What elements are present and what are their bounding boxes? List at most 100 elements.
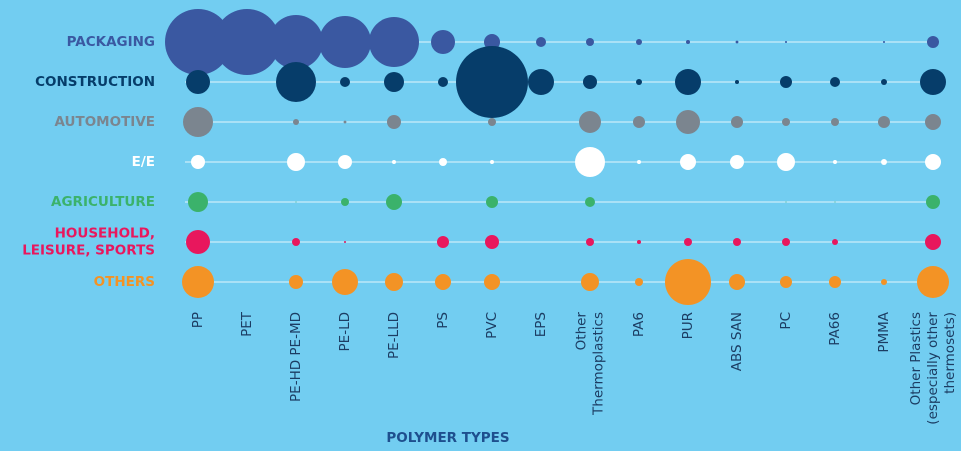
bubble bbox=[293, 119, 299, 125]
bubble bbox=[488, 118, 496, 126]
bubble bbox=[782, 118, 790, 126]
bubble bbox=[188, 192, 208, 212]
x-tick-label: thermosets) bbox=[942, 312, 958, 394]
bubble bbox=[676, 110, 700, 134]
bubble bbox=[729, 274, 745, 290]
bubble bbox=[830, 77, 840, 87]
bubble bbox=[439, 158, 447, 166]
x-tick-label: PMMA bbox=[876, 311, 892, 352]
bubble bbox=[287, 153, 305, 171]
bubble bbox=[369, 17, 419, 67]
bubble bbox=[925, 154, 941, 170]
bubble bbox=[878, 116, 890, 128]
x-tick-label: ABS SAN bbox=[729, 312, 745, 371]
x-tick-label: PUR bbox=[680, 312, 696, 339]
bubble bbox=[456, 46, 528, 118]
x-tick-label: PET bbox=[239, 311, 255, 337]
bubble bbox=[384, 72, 404, 92]
x-tick-label: Thermoplastics bbox=[591, 312, 607, 416]
bubble bbox=[777, 153, 795, 171]
bubble bbox=[484, 34, 500, 50]
bubble bbox=[332, 269, 358, 295]
bubble bbox=[585, 197, 595, 207]
bubble bbox=[182, 266, 214, 298]
bubble bbox=[633, 116, 645, 128]
bubble bbox=[165, 9, 231, 75]
bubble bbox=[832, 239, 838, 245]
bubble bbox=[340, 77, 350, 87]
bubble bbox=[435, 274, 451, 290]
bubble bbox=[386, 194, 402, 210]
bubble bbox=[214, 9, 280, 75]
bubble bbox=[484, 274, 500, 290]
bubble bbox=[637, 240, 641, 244]
x-tick-label: Other Plastics bbox=[908, 312, 924, 405]
bubble bbox=[183, 107, 213, 137]
bubble bbox=[431, 30, 455, 54]
bubble bbox=[438, 77, 448, 87]
bubble bbox=[186, 230, 210, 254]
bubble bbox=[490, 160, 494, 164]
bubble bbox=[731, 116, 743, 128]
bubble bbox=[883, 41, 885, 43]
bubble bbox=[925, 114, 941, 130]
x-tick-label: PE-LD bbox=[337, 312, 353, 351]
bubble bbox=[926, 195, 940, 209]
bubble bbox=[292, 238, 300, 246]
x-tick-label: PA6 bbox=[631, 312, 647, 337]
bubble bbox=[437, 236, 449, 248]
x-tick-label: EPS bbox=[533, 312, 549, 337]
x-axis-title: POLYMER TYPES bbox=[386, 430, 509, 446]
row-label: CONSTRUCTION bbox=[35, 74, 155, 90]
x-tick-label: PS bbox=[435, 312, 451, 329]
x-tick-label: PC bbox=[778, 312, 794, 330]
bubble bbox=[675, 69, 701, 95]
bubble bbox=[785, 41, 787, 43]
bubble bbox=[343, 120, 347, 124]
row-label: OTHERS bbox=[94, 274, 155, 290]
bubble bbox=[834, 201, 836, 203]
x-tick-label: PP bbox=[190, 312, 206, 328]
bubble bbox=[341, 198, 349, 206]
bubble bbox=[920, 69, 946, 95]
bubble bbox=[269, 15, 323, 69]
row-label: E/E bbox=[132, 154, 155, 170]
bubble bbox=[338, 155, 352, 169]
row-label: AGRICULTURE bbox=[51, 194, 155, 210]
bubble bbox=[735, 40, 739, 44]
x-tick-label: Other bbox=[574, 312, 590, 351]
row-label: HOUSEHOLD, bbox=[55, 226, 155, 242]
x-tick-label: (especially other bbox=[925, 312, 941, 425]
row-label: AUTOMOTIVE bbox=[55, 114, 156, 130]
bubble bbox=[686, 40, 690, 44]
bubble bbox=[319, 16, 371, 68]
bubble bbox=[586, 238, 594, 246]
bubble bbox=[392, 160, 396, 164]
bubble bbox=[917, 266, 949, 298]
bubble bbox=[780, 276, 792, 288]
bubble bbox=[583, 75, 597, 89]
bubble bbox=[829, 276, 841, 288]
bubble bbox=[735, 80, 739, 84]
bubble bbox=[344, 241, 346, 243]
bubble bbox=[684, 238, 692, 246]
bubble bbox=[636, 39, 642, 45]
bubble bbox=[191, 155, 205, 169]
row-label: PACKAGING bbox=[67, 34, 155, 50]
bubble bbox=[536, 37, 546, 47]
bubble bbox=[733, 238, 741, 246]
bubble bbox=[636, 79, 642, 85]
bubble bbox=[575, 147, 605, 177]
x-tick-label: PA66 bbox=[827, 312, 843, 346]
bubble bbox=[581, 273, 599, 291]
bubble bbox=[528, 69, 554, 95]
bubble bbox=[295, 201, 297, 203]
bubble bbox=[680, 154, 696, 170]
bubble bbox=[579, 111, 601, 133]
bubble bbox=[486, 196, 498, 208]
bubble bbox=[785, 201, 787, 203]
bubble bbox=[276, 62, 316, 102]
bubble bbox=[881, 279, 887, 285]
bubble bbox=[831, 118, 839, 126]
bubble bbox=[485, 235, 499, 249]
